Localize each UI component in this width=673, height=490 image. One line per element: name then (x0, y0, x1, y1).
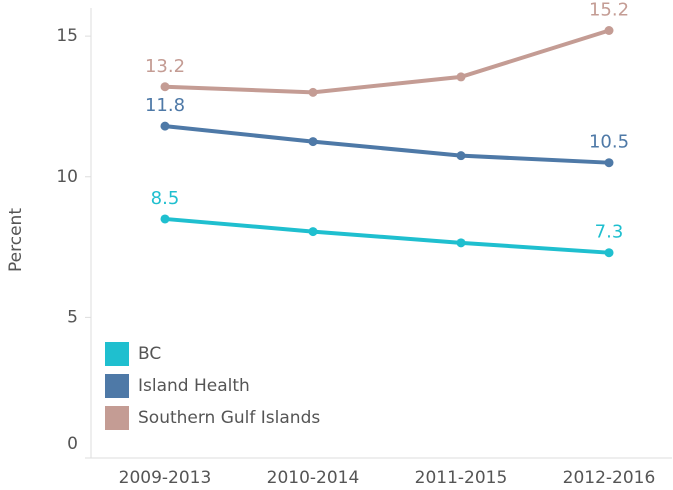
y-tick-label: 10 (56, 167, 78, 187)
x-tick-label: 2009-2013 (119, 468, 212, 488)
x-tick-label: 2010-2014 (267, 468, 360, 488)
data-label: 15.2 (589, 0, 629, 21)
point (456, 151, 466, 161)
point (160, 82, 170, 92)
data-label: 10.5 (589, 132, 629, 153)
series-line (164, 216, 610, 255)
x-tick-label: 2012-2016 (563, 468, 656, 488)
point (308, 87, 318, 97)
series-line (164, 124, 610, 165)
legend-label: BC (138, 344, 161, 364)
point (456, 238, 466, 248)
point (604, 248, 614, 258)
point (456, 72, 466, 82)
point (308, 227, 318, 237)
data-label: 13.2 (145, 56, 185, 77)
x-tick-label: 2011-2015 (415, 468, 508, 488)
point (160, 121, 170, 131)
y-tick-label: 15 (56, 26, 78, 46)
y-tick-label: 0 (67, 434, 78, 454)
legend-label: Southern Gulf Islands (138, 408, 320, 428)
data-label: 8.5 (151, 188, 180, 209)
y-tick-label: 5 (67, 307, 78, 327)
y-axis-label: Percent (6, 208, 26, 272)
legend-swatch (105, 406, 129, 430)
legend-label: Island Health (138, 376, 250, 396)
data-label: 7.3 (595, 222, 624, 243)
legend-swatch (105, 342, 129, 366)
point (604, 158, 614, 168)
series-line (164, 28, 610, 95)
point (160, 214, 170, 224)
legend-swatch (105, 374, 129, 398)
data-label: 11.8 (145, 95, 185, 116)
point (308, 137, 318, 147)
point (604, 26, 614, 35)
